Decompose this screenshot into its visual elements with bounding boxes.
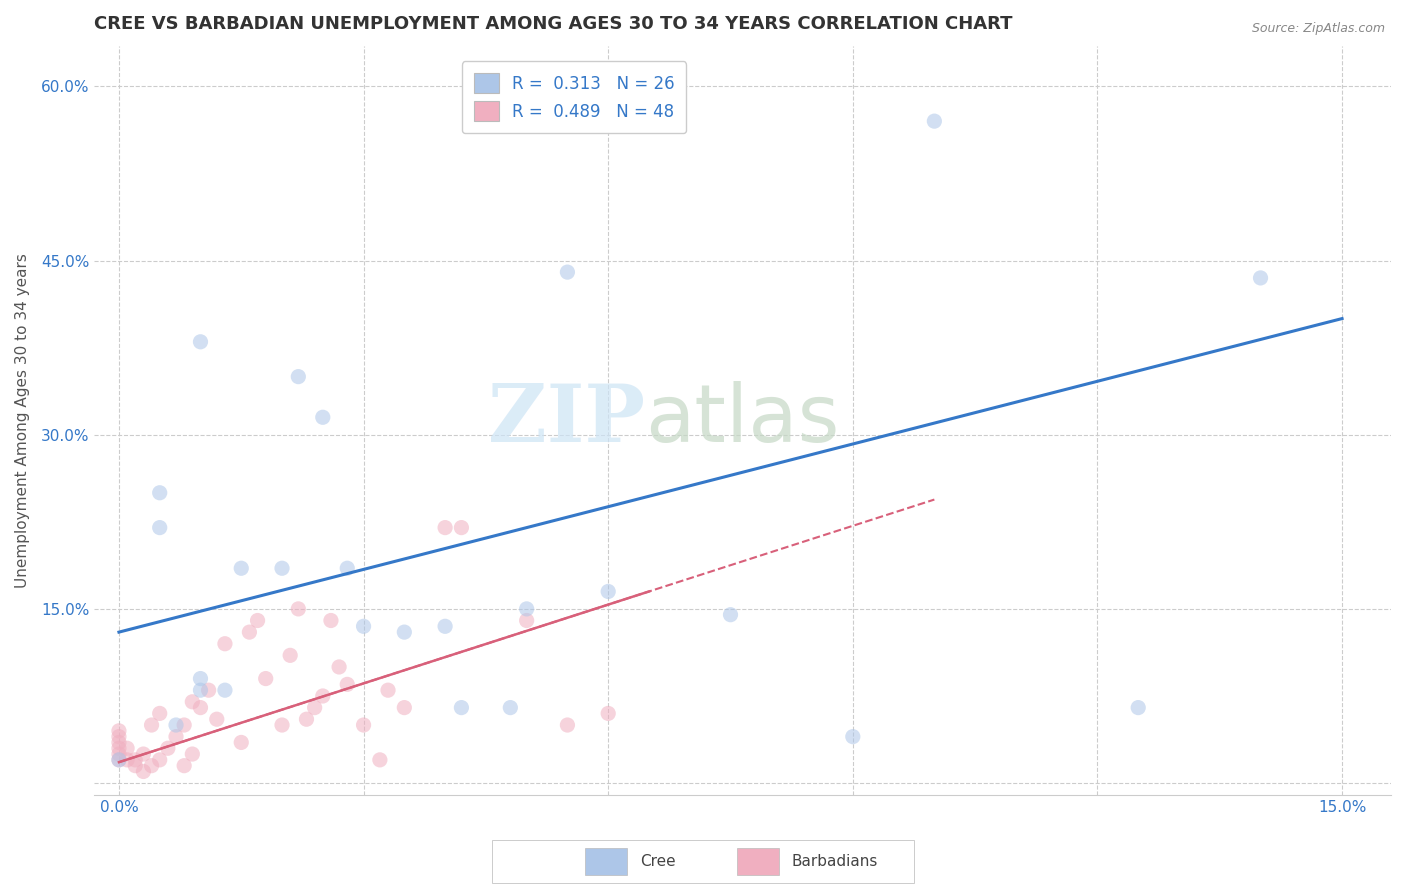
Point xyxy=(287,369,309,384)
Point xyxy=(377,683,399,698)
Point xyxy=(231,735,253,749)
Point xyxy=(238,625,260,640)
Point xyxy=(924,114,946,128)
Point xyxy=(516,602,538,616)
Point xyxy=(336,561,359,575)
Point xyxy=(165,718,187,732)
Point xyxy=(557,718,579,732)
Point xyxy=(246,614,269,628)
Point xyxy=(173,758,195,772)
Point xyxy=(557,265,579,279)
Point xyxy=(124,753,146,767)
Point xyxy=(598,706,620,721)
Point xyxy=(108,723,131,738)
Point xyxy=(394,625,416,640)
Point xyxy=(108,741,131,756)
Point xyxy=(205,712,228,726)
Point xyxy=(214,683,236,698)
Point xyxy=(450,700,472,714)
Point xyxy=(108,753,131,767)
Point xyxy=(304,700,326,714)
Point xyxy=(336,677,359,691)
Point xyxy=(287,602,309,616)
Point xyxy=(108,747,131,761)
Point xyxy=(842,730,865,744)
Point xyxy=(1128,700,1150,714)
FancyBboxPatch shape xyxy=(585,848,627,875)
Point xyxy=(149,753,172,767)
Point xyxy=(450,520,472,534)
Text: ZIP: ZIP xyxy=(488,381,645,459)
Text: CREE VS BARBADIAN UNEMPLOYMENT AMONG AGES 30 TO 34 YEARS CORRELATION CHART: CREE VS BARBADIAN UNEMPLOYMENT AMONG AGE… xyxy=(94,15,1012,33)
FancyBboxPatch shape xyxy=(737,848,779,875)
Point xyxy=(108,730,131,744)
Point xyxy=(353,718,375,732)
Point xyxy=(231,561,253,575)
Text: Cree: Cree xyxy=(640,855,675,869)
Point xyxy=(271,561,294,575)
Point xyxy=(149,485,172,500)
Point xyxy=(278,648,301,663)
Point xyxy=(353,619,375,633)
Point xyxy=(108,735,131,749)
Point xyxy=(115,741,138,756)
Point xyxy=(149,520,172,534)
Point xyxy=(132,764,155,779)
Point xyxy=(295,712,318,726)
Point xyxy=(132,747,155,761)
Point xyxy=(214,637,236,651)
Point xyxy=(319,614,342,628)
Text: atlas: atlas xyxy=(645,381,839,459)
Point xyxy=(434,619,457,633)
Point xyxy=(190,683,212,698)
Point xyxy=(108,753,131,767)
Point xyxy=(190,700,212,714)
Point xyxy=(190,672,212,686)
Point xyxy=(271,718,294,732)
Point xyxy=(516,614,538,628)
Point xyxy=(1250,271,1272,285)
Point xyxy=(181,695,204,709)
Point xyxy=(173,718,195,732)
Text: Source: ZipAtlas.com: Source: ZipAtlas.com xyxy=(1251,22,1385,36)
Point xyxy=(149,706,172,721)
Point xyxy=(312,689,335,703)
Point xyxy=(115,753,138,767)
Point xyxy=(190,334,212,349)
Point xyxy=(165,730,187,744)
Point xyxy=(434,520,457,534)
Point xyxy=(254,672,277,686)
Point xyxy=(312,410,335,425)
Point xyxy=(141,758,163,772)
Y-axis label: Unemployment Among Ages 30 to 34 years: Unemployment Among Ages 30 to 34 years xyxy=(15,252,30,588)
Point xyxy=(499,700,522,714)
Point xyxy=(598,584,620,599)
Point xyxy=(141,718,163,732)
Point xyxy=(394,700,416,714)
Point xyxy=(368,753,391,767)
Point xyxy=(720,607,742,622)
Point xyxy=(181,747,204,761)
Point xyxy=(197,683,219,698)
Point xyxy=(328,660,350,674)
Legend: R =  0.313   N = 26, R =  0.489   N = 48: R = 0.313 N = 26, R = 0.489 N = 48 xyxy=(463,62,686,133)
FancyBboxPatch shape xyxy=(492,840,914,883)
Point xyxy=(124,758,146,772)
Point xyxy=(156,741,179,756)
Text: Barbadians: Barbadians xyxy=(792,855,877,869)
